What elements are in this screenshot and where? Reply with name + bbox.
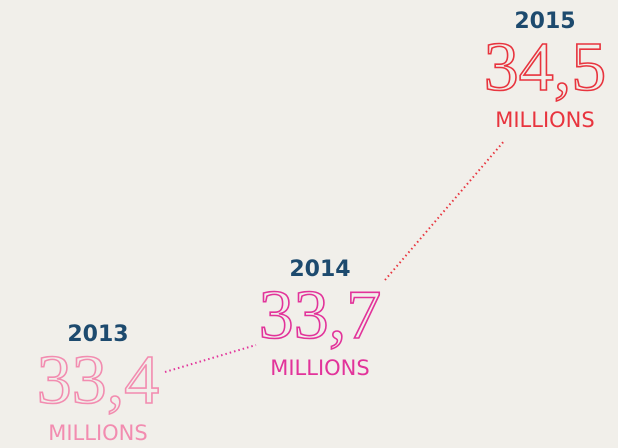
unit: MILLIONS bbox=[48, 421, 147, 445]
unit: MILLIONS bbox=[495, 108, 594, 132]
value: 33,4 bbox=[37, 342, 160, 419]
value: 34,5 bbox=[484, 29, 607, 106]
connectors bbox=[164, 139, 506, 373]
year: 2014 bbox=[289, 257, 350, 282]
unit: MILLIONS bbox=[270, 356, 369, 380]
items: 201333,4MILLIONS201433,7MILLIONS201534,5… bbox=[36, 9, 607, 445]
year: 2013 bbox=[67, 322, 128, 347]
connector bbox=[384, 139, 506, 281]
value: 33,7 bbox=[259, 277, 382, 354]
year: 2015 bbox=[514, 9, 575, 34]
